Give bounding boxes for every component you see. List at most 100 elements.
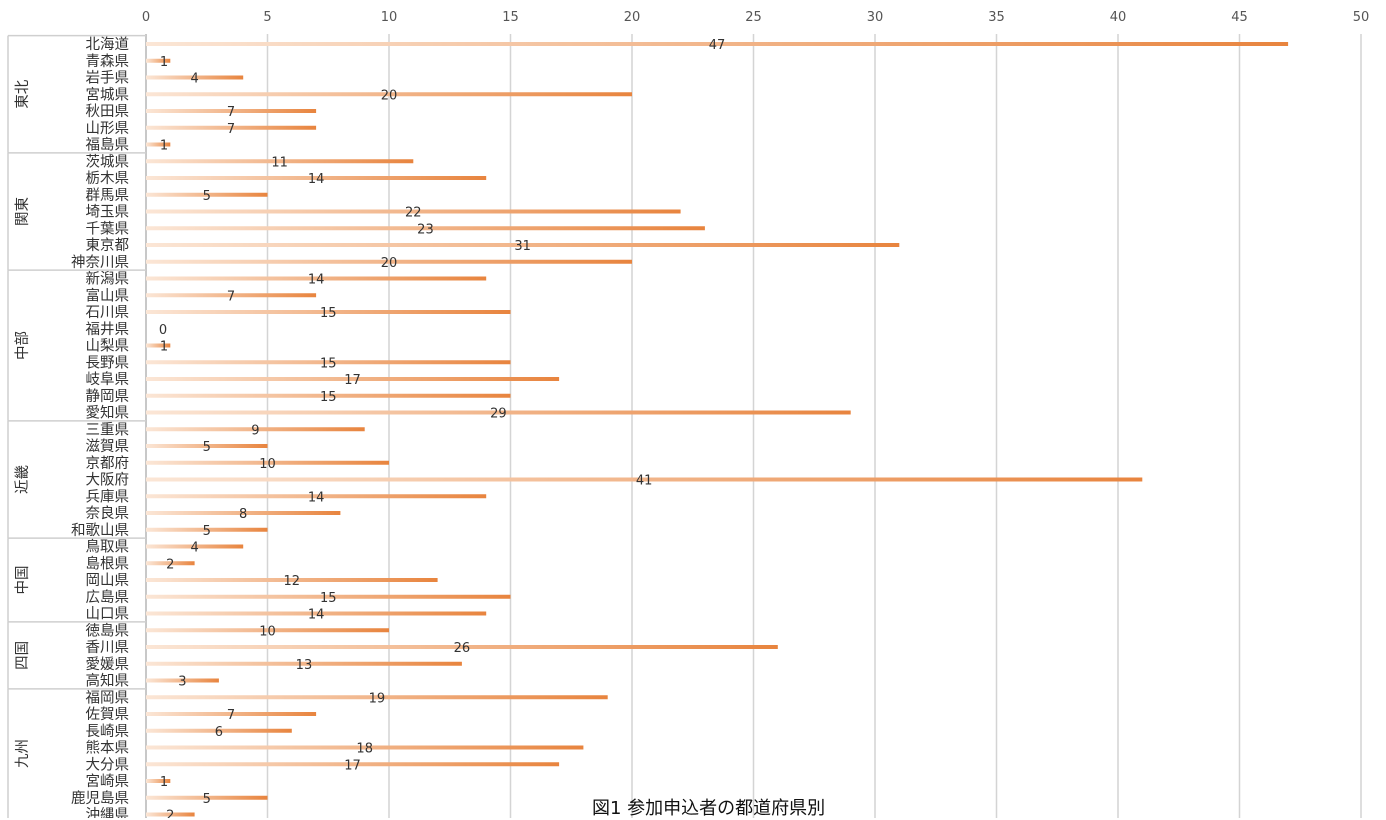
data-label: 1 (160, 340, 168, 355)
data-labels: 4714207711114522233120147150115171529951… (159, 38, 725, 818)
data-label: 2 (166, 809, 174, 819)
bar (146, 75, 244, 80)
bar (146, 209, 681, 214)
data-label: 26 (454, 641, 471, 656)
x-tick-label: 20 (624, 10, 641, 25)
x-axis-ticks: 0 5 10 15 20 25 30 35 40 45 50 (142, 10, 1369, 25)
category-label: 沖縄県 (86, 807, 130, 819)
bar (146, 678, 219, 683)
data-label: 3 (178, 675, 186, 690)
category-label: 熊本県 (86, 740, 130, 757)
data-label: 17 (344, 758, 361, 773)
data-label: 5 (203, 189, 211, 204)
group-label: 中部 (14, 331, 31, 360)
data-label: 13 (296, 658, 313, 673)
category-label: 富山県 (86, 286, 130, 304)
bar (146, 243, 900, 247)
data-label: 9 (251, 423, 259, 438)
category-label: 静岡県 (86, 388, 130, 405)
data-label: 14 (308, 172, 325, 187)
bar (146, 661, 462, 666)
x-tick-label: 50 (1353, 10, 1370, 25)
x-tick-label: 10 (381, 10, 398, 25)
category-label: 山形県 (86, 120, 130, 137)
group-label: 中国 (14, 566, 31, 595)
category-label: 和歌山県 (71, 522, 129, 539)
bar (146, 628, 389, 633)
bar (146, 645, 778, 649)
category-label: 京都府 (86, 455, 130, 472)
x-tick-label: 0 (142, 10, 150, 25)
bar (146, 561, 195, 566)
x-tick-label: 40 (1110, 10, 1127, 25)
category-label: 北海道 (86, 36, 130, 53)
data-label: 17 (344, 373, 361, 388)
data-label: 47 (709, 38, 726, 53)
bar (146, 125, 317, 130)
data-label: 14 (308, 608, 325, 623)
bar (146, 276, 487, 281)
data-label: 22 (405, 206, 422, 221)
bar (146, 460, 389, 465)
data-label: 20 (381, 256, 398, 271)
category-label: 福島県 (86, 137, 130, 154)
bar (146, 310, 511, 314)
bar (146, 92, 632, 97)
category-label: 香川県 (86, 639, 130, 656)
bar (146, 176, 487, 180)
data-label: 0 (159, 323, 167, 338)
data-label: 5 (203, 524, 211, 539)
bar (146, 377, 560, 381)
category-label: 大分県 (86, 756, 130, 773)
group-label: 四国 (15, 641, 31, 670)
category-label: 新潟県 (86, 271, 130, 288)
data-label: 4 (190, 72, 198, 87)
bar (146, 42, 1289, 46)
bar (146, 393, 511, 398)
category-label: 群馬県 (86, 187, 130, 204)
bar (146, 259, 632, 264)
bar (146, 779, 171, 783)
category-label: 長野県 (86, 354, 130, 371)
category-label: 東京都 (86, 237, 130, 254)
bar (146, 795, 268, 800)
bar (146, 544, 244, 549)
category-label: 高知県 (86, 673, 130, 690)
data-label: 15 (320, 591, 337, 606)
data-label: 11 (271, 155, 288, 170)
category-label: 岩手県 (86, 70, 130, 87)
category-label: 大阪府 (86, 472, 130, 489)
data-label: 7 (227, 105, 235, 120)
category-label: 三重県 (86, 421, 130, 438)
category-label: 岡山県 (86, 572, 130, 589)
category-label: 岐阜県 (86, 371, 130, 388)
group-label: 関東 (14, 197, 31, 226)
data-label: 1 (160, 139, 168, 154)
category-label: 広島県 (86, 589, 130, 606)
category-labels: 北海道青森県岩手県宮城県秋田県山形県福島県茨城県栃木県群馬県埼玉県千葉県東京都神… (71, 36, 129, 818)
data-label: 14 (308, 490, 325, 505)
data-label: 1 (160, 775, 168, 790)
bar (146, 226, 705, 231)
data-label: 15 (320, 356, 337, 371)
category-label: 愛媛県 (86, 656, 130, 673)
bars (146, 42, 1289, 817)
data-label: 2 (166, 557, 174, 572)
category-label: 滋賀県 (86, 438, 130, 455)
bar (146, 594, 511, 599)
data-label: 18 (356, 742, 373, 757)
category-label: 長崎県 (86, 723, 130, 740)
bar (146, 192, 268, 197)
category-label: 茨城県 (86, 153, 130, 170)
data-label: 7 (227, 289, 235, 304)
category-label: 島根県 (86, 555, 130, 572)
group-label: 九州 (14, 739, 31, 768)
bar (146, 360, 511, 365)
x-tick-label: 45 (1231, 10, 1248, 25)
data-label: 7 (227, 708, 235, 723)
bar (146, 293, 317, 298)
bar (146, 159, 414, 164)
category-label: 神奈川県 (71, 254, 129, 271)
bar (146, 410, 851, 415)
